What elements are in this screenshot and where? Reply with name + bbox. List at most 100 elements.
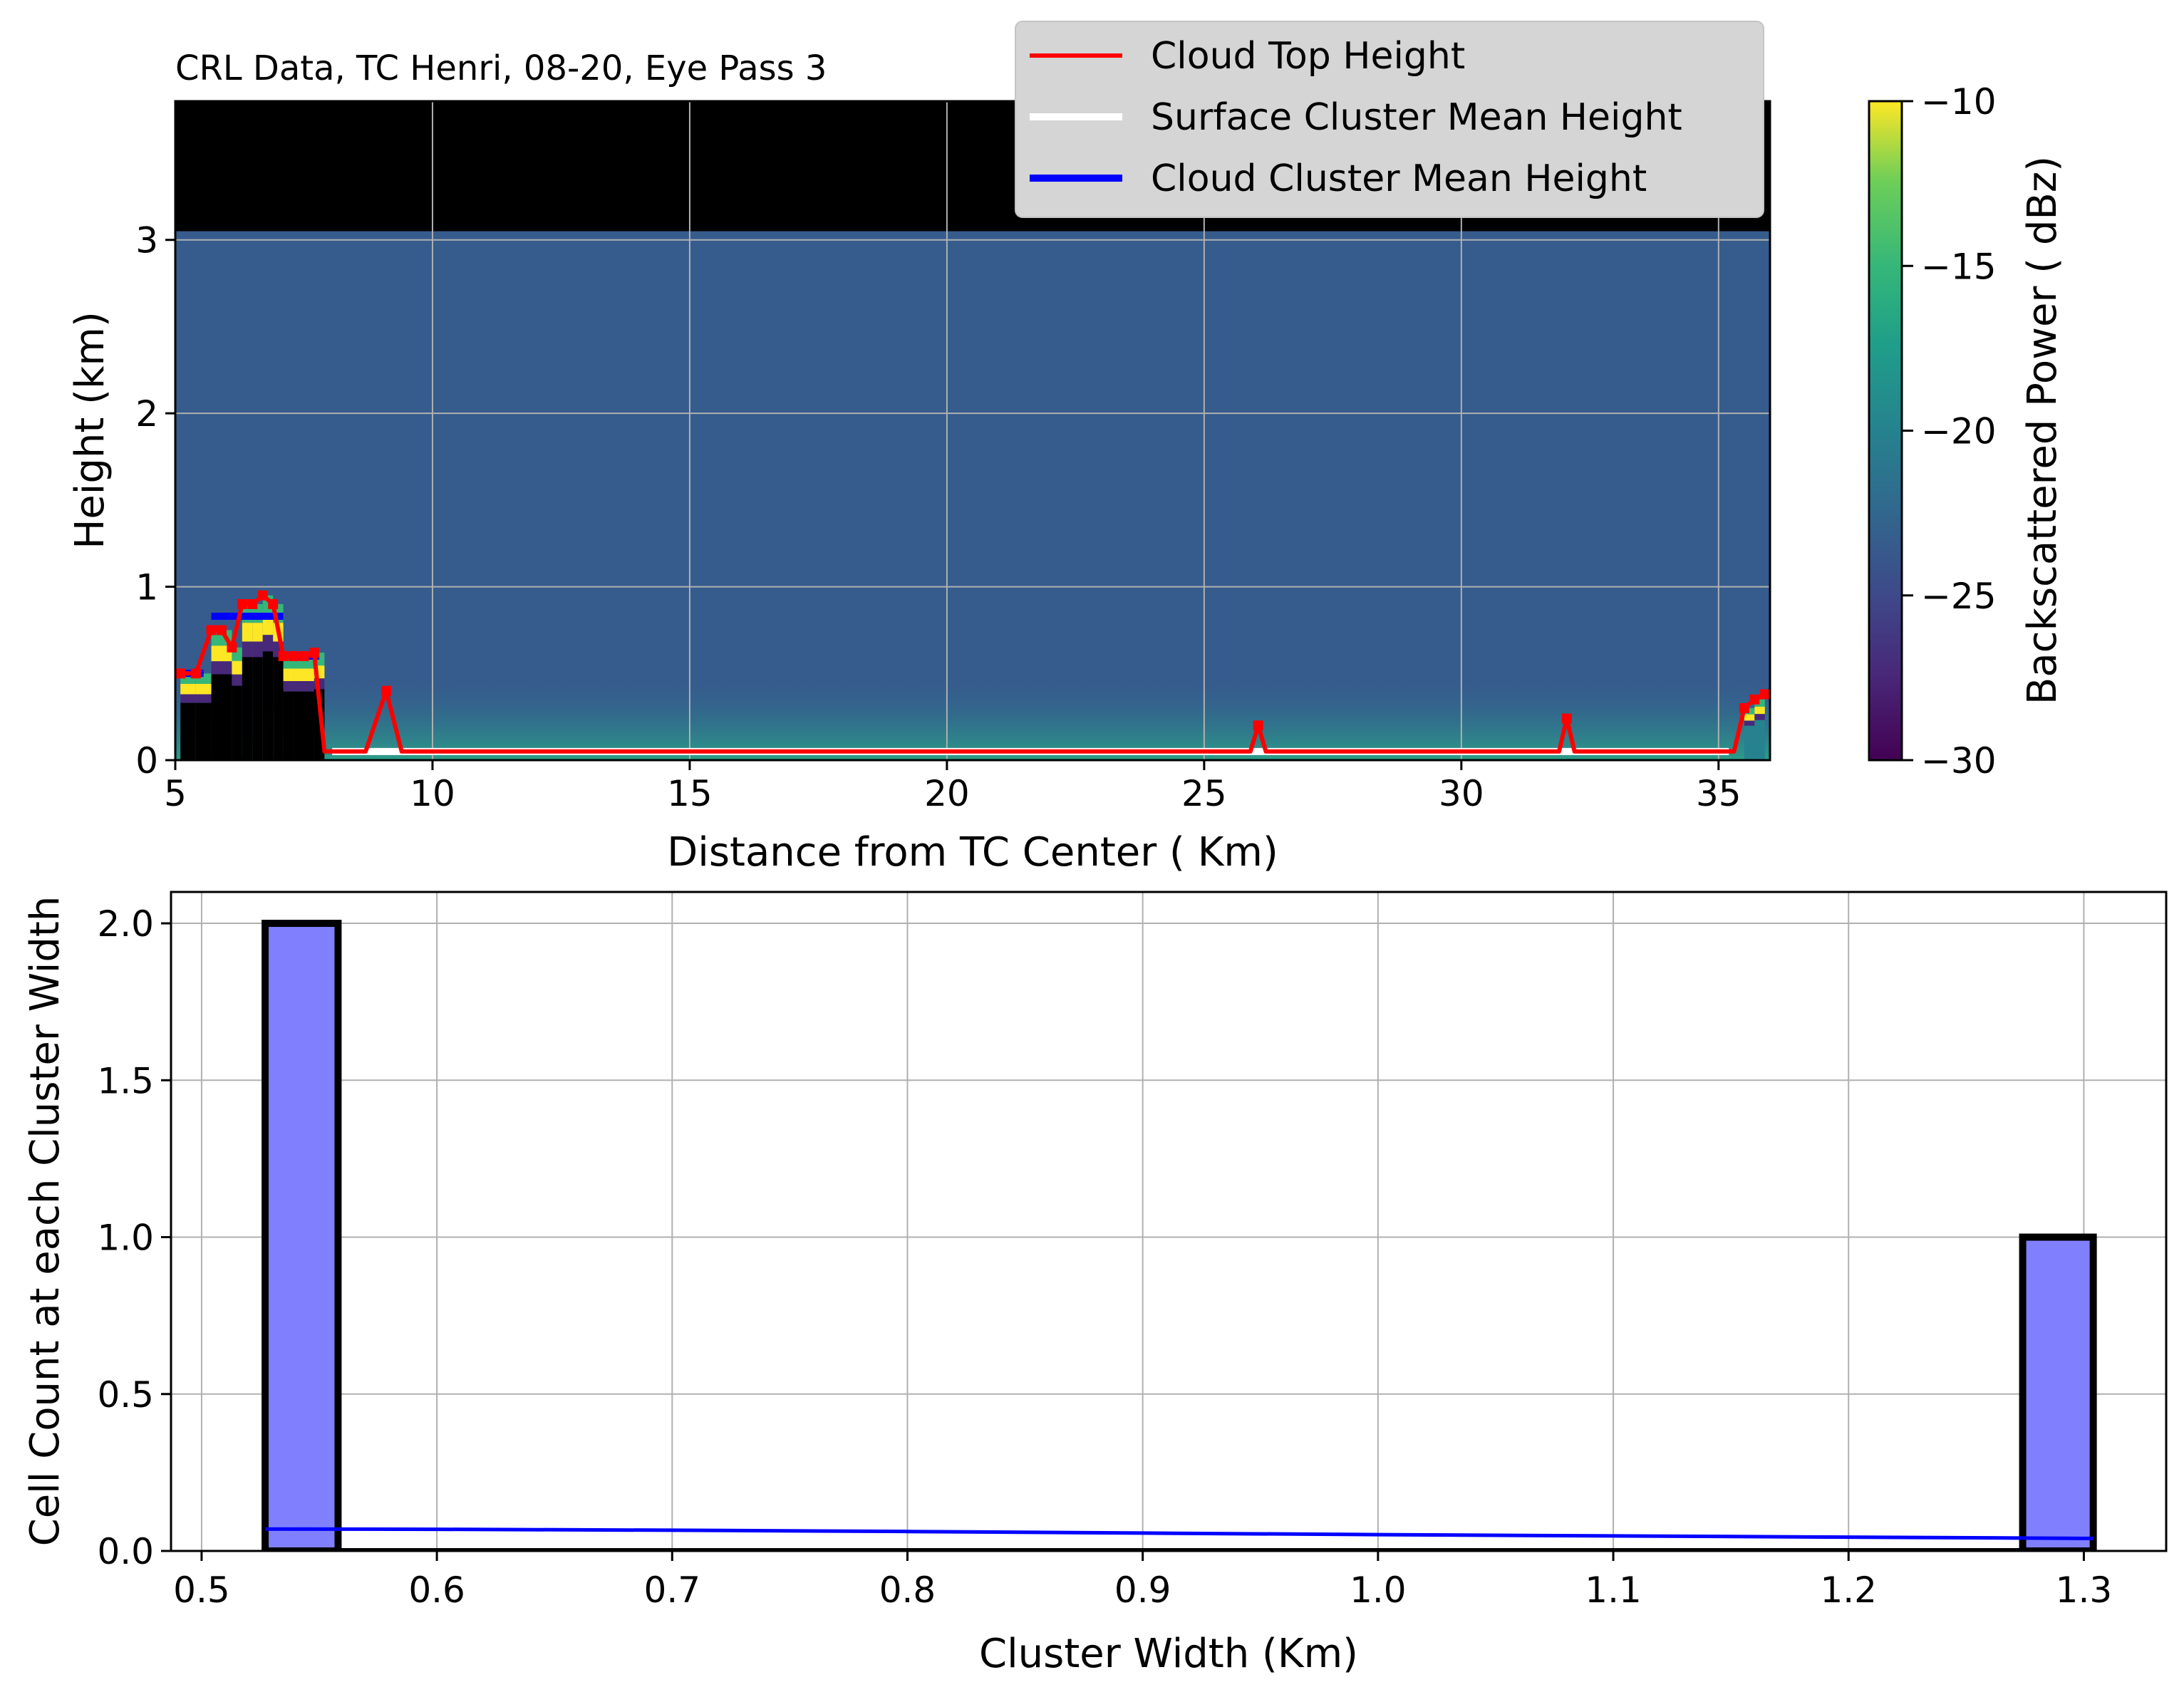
- top-chart-title: CRL Data, TC Henri, 08-20, Eye Pass 3: [175, 48, 827, 88]
- heatmap-surface-returns: [175, 684, 1770, 760]
- cloud-return-peak: [195, 683, 212, 695]
- bottom-panel: 0.5 0.6 0.7 0.8 0.9 1.0 1.1 1.2 1.3 0.0 0.5 1.0 1.5…: [22, 891, 2168, 1677]
- top-axes-frame: [174, 100, 1771, 762]
- cloud-top-marker: [175, 668, 186, 679]
- cloud-return-peak: [211, 645, 222, 662]
- cloud-top-marker: [1253, 720, 1263, 731]
- bottom-x-tick-label: 1.1: [1585, 1569, 1642, 1611]
- cloud-top-marker: [1561, 713, 1572, 724]
- bottom-axes-frame: [170, 891, 2168, 1552]
- cloud-top-marker: [268, 598, 279, 609]
- cloud-return-peak: [242, 623, 253, 642]
- cloud-attenuated-region: [262, 651, 274, 760]
- legend-entries: Cloud Top Height Surface Cluster Mean Hei…: [1030, 35, 1682, 200]
- cloud-top-marker: [237, 598, 247, 609]
- bottom-x-tick-label: 0.6: [408, 1569, 465, 1611]
- cloud-return-peak: [252, 623, 263, 642]
- cloud-top-marker: [247, 598, 258, 609]
- cloud-attenuated-region: [242, 657, 253, 760]
- cloud-top-marker: [206, 625, 217, 635]
- cloud-return-lower: [1744, 725, 1755, 760]
- bottom-gridlines: [171, 892, 2166, 1551]
- cloud-return-decay: [294, 681, 304, 692]
- top-x-tick-label: 30: [1439, 773, 1484, 814]
- cloud-top-marker: [1739, 702, 1749, 713]
- cloud-return-decay: [180, 694, 196, 703]
- cloud-attenuated-region: [232, 685, 242, 760]
- colorbar-tick-label: −25: [1921, 576, 1997, 617]
- legend: Cloud Top Height Surface Cluster Mean Hei…: [1015, 21, 1764, 218]
- cloud-top-marker: [227, 642, 237, 653]
- bottom-y-tick-label: 0.0: [97, 1531, 154, 1572]
- cloud-top-marker: [289, 650, 299, 661]
- legend-label: Surface Cluster Mean Height: [1151, 96, 1682, 139]
- cloud-return-decay: [283, 681, 294, 692]
- bottom-y-tick-label: 1.5: [97, 1060, 154, 1101]
- cloud-attenuated-region: [221, 674, 232, 760]
- cloud-return-decay: [221, 661, 232, 675]
- cloud-attenuated-region: [211, 674, 222, 760]
- legend-label: Cloud Cluster Mean Height: [1151, 157, 1647, 200]
- cloud-top-marker: [381, 685, 391, 696]
- bottom-x-tick-label: 0.9: [1114, 1569, 1171, 1611]
- top-y-tick-label: 1: [135, 567, 158, 608]
- top-series-lines: [175, 590, 1770, 755]
- histogram-area: [171, 892, 2166, 1551]
- cloud-return-peak: [283, 668, 294, 681]
- bottom-x-tick-label: 0.5: [173, 1569, 230, 1611]
- cloud-return-lower: [1754, 720, 1765, 760]
- cloud-return-peak: [262, 615, 274, 635]
- cloud-return-decay: [262, 635, 274, 652]
- top-y-tick-label: 3: [135, 220, 158, 261]
- bottom-x-tick-label: 0.7: [644, 1569, 701, 1611]
- cloud-return-edge: [1754, 699, 1765, 707]
- bottom-x-ticks: 0.5 0.6 0.7 0.8 0.9 1.0 1.1 1.2 1.3: [173, 1551, 2112, 1611]
- cloud-return-peak: [304, 668, 314, 681]
- histogram-bars: [262, 920, 2097, 1551]
- cloud-return-decay: [304, 681, 314, 692]
- colorbar-tick-label: −20: [1921, 411, 1997, 452]
- top-y-axis-label: Height (km): [67, 311, 113, 549]
- histogram-bar: [262, 920, 342, 1551]
- cloud-top-marker: [1749, 694, 1760, 705]
- top-y-ticks: 0 1 2 3: [135, 220, 175, 782]
- colorbar-ticks: −30 −25 −20 −15 −10: [1902, 81, 1997, 782]
- cloud-return-decay: [195, 694, 212, 703]
- top-y-tick-label: 0: [135, 740, 158, 782]
- cloud-return-peak: [1744, 714, 1755, 721]
- cloud-return-peak: [180, 683, 196, 695]
- bottom-y-axis-label: Cell Count at each Cluster Width: [22, 896, 68, 1547]
- colorbar: −30 −25 −20 −15 −10 Backscattered Power ( dB…: [1868, 81, 2066, 782]
- colorbar-gradient: [1868, 100, 1903, 762]
- top-x-tick-label: 10: [410, 773, 455, 814]
- top-x-tick-label: 35: [1696, 773, 1741, 814]
- cloud-attenuated-region: [283, 691, 294, 760]
- bottom-x-axis-label: Cluster Width (Km): [979, 1631, 1358, 1677]
- density-curve: [265, 1527, 2094, 1540]
- bottom-x-tick-label: 1.3: [2056, 1569, 2113, 1611]
- colorbar-tick-label: −15: [1921, 246, 1997, 287]
- cloud-attenuated-region: [273, 657, 284, 760]
- cloud-return-decay: [211, 661, 222, 675]
- colorbar-tick-label: −10: [1921, 81, 1997, 123]
- top-y-tick-label: 2: [135, 393, 158, 435]
- legend-label: Cloud Top Height: [1151, 35, 1465, 78]
- top-x-tick-label: 20: [924, 773, 970, 814]
- top-x-tick-label: 15: [667, 773, 713, 814]
- cloud-attenuated-region: [195, 702, 212, 760]
- cloud-return-decay: [1754, 714, 1765, 720]
- cloud-top-marker: [190, 668, 201, 679]
- top-x-tick-label: 25: [1181, 773, 1227, 814]
- cloud-return-decay: [1744, 720, 1755, 726]
- cloud-return-decay: [242, 641, 253, 658]
- cloud-return-edge: [1744, 707, 1755, 715]
- cloud-attenuated-region: [180, 702, 196, 760]
- bottom-x-tick-label: 0.8: [879, 1569, 936, 1611]
- cloud-return-peak: [1754, 707, 1765, 715]
- bottom-y-tick-label: 1.0: [97, 1218, 154, 1259]
- colorbar-tick-label: −30: [1921, 740, 1997, 782]
- legend-box: [1015, 21, 1764, 218]
- bottom-y-tick-label: 0.5: [97, 1374, 154, 1416]
- colorbar-label: Backscattered Power ( dBz): [2019, 156, 2066, 705]
